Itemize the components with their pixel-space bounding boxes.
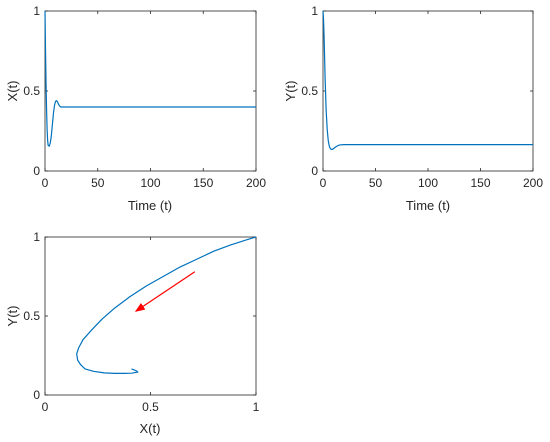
axes-box <box>44 236 257 396</box>
y-tick-label: 1 <box>33 230 40 244</box>
y-tick-label: 1 <box>311 4 318 18</box>
x-tick-label: 200 <box>246 176 266 190</box>
x-tick-label: 150 <box>470 176 490 190</box>
x-tick-label: 1 <box>253 400 260 414</box>
x-axis-label: X(t) <box>140 421 161 436</box>
x-tick-label: 0.5 <box>142 400 159 414</box>
y-axis-label: Y(t) <box>283 81 298 102</box>
x-tick-label: 100 <box>418 176 438 190</box>
y-axis-label: Y(t) <box>5 306 20 327</box>
series-line <box>44 10 256 147</box>
x-axis-label: Time (t) <box>406 198 450 213</box>
x-vs-time-plot: Time (t) X(t) 0 50 100 150 200 0 0.5 1 <box>5 4 266 213</box>
x-tick-label: 50 <box>369 176 383 190</box>
axes-box <box>44 10 257 172</box>
x-tick-label: 0 <box>42 400 49 414</box>
x-axis-label: Time (t) <box>128 198 172 213</box>
y-axis-label: X(t) <box>5 81 20 102</box>
y-tick-label: 1 <box>33 4 40 18</box>
x-tick-label: 50 <box>91 176 105 190</box>
x-tick-label: 0 <box>42 176 49 190</box>
x-tick-label: 0 <box>320 176 327 190</box>
trajectory-direction-arrow <box>134 271 196 312</box>
phase-portrait-plot: X(t) Y(t) 0 0.5 1 0 0.5 1 <box>5 230 260 436</box>
axes-box <box>322 10 534 172</box>
y-tick-label: 0.5 <box>23 309 40 323</box>
y-tick-label: 0.5 <box>301 84 318 98</box>
x-tick-label: 100 <box>140 176 160 190</box>
y-tick-label: 0 <box>311 164 318 178</box>
series-line <box>76 236 257 374</box>
x-tick-label: 150 <box>193 176 213 190</box>
y-tick-label: 0 <box>33 388 40 402</box>
y-tick-label: 0.5 <box>23 84 40 98</box>
y-vs-time-plot: Time (t) Y(t) 0 50 100 150 200 0 0.5 1 <box>283 4 543 213</box>
y-tick-label: 0 <box>33 164 40 178</box>
x-tick-label: 200 <box>523 176 543 190</box>
series-line <box>322 10 533 150</box>
